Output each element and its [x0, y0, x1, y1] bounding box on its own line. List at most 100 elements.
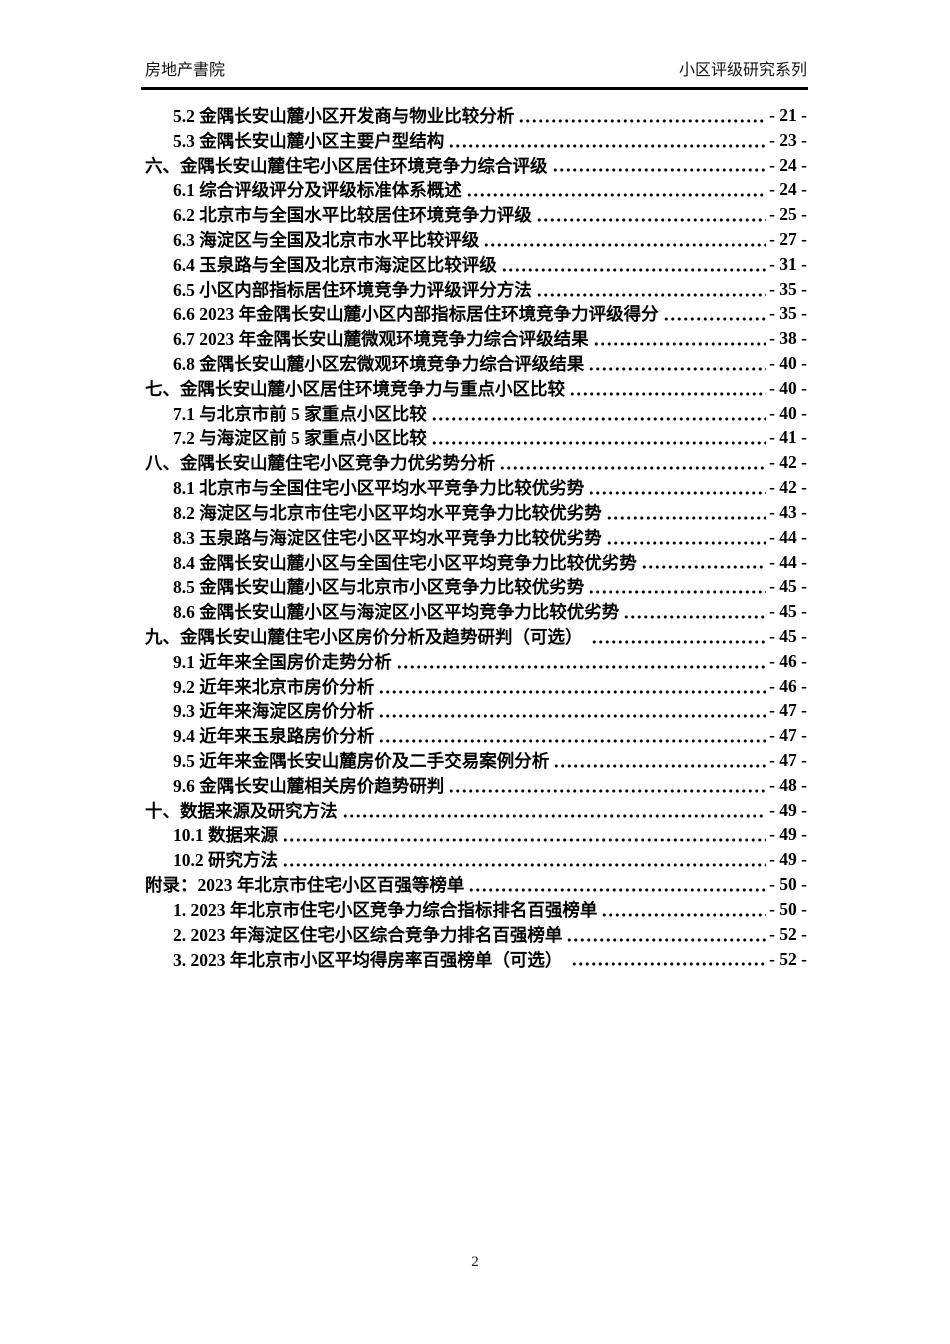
toc-entry[interactable]: 8.3 玉泉路与海淀区住宅小区平均水平竞争力比较优劣势 - 44 -	[145, 525, 807, 550]
toc-entry-label: 9.4 近年来玉泉路房价分析	[173, 726, 375, 747]
toc-dot-leader	[569, 391, 767, 396]
toc-dot-leader	[499, 466, 767, 471]
toc-entry[interactable]: 5.2 金隅长安山麓小区开发商与物业比较分析 - 21 -	[145, 103, 807, 128]
toc-entry[interactable]: 八、金隅长安山麓住宅小区竞争力优劣势分析 - 42 -	[145, 450, 807, 475]
toc-entry-label: 9.1 近年来全国房价走势分析	[173, 651, 392, 672]
header-rule	[141, 87, 808, 90]
toc-dot-leader	[341, 813, 767, 818]
toc-entry-label: 10.2 研究方法	[173, 850, 278, 871]
toc-entry-label: 9.3 近年来海淀区房价分析	[173, 701, 375, 722]
toc-entry-label: 七、金隅长安山麓小区居住环境竞争力与重点小区比较	[145, 378, 565, 399]
toc-entry[interactable]: 6.1 综合评级评分及评级标准体系概述 - 24 -	[145, 177, 807, 202]
toc-dot-leader	[535, 218, 767, 223]
toc-entry-page-number: - 46 -	[769, 675, 807, 696]
toc-entry-label: 7.1 与北京市前 5 家重点小区比较	[173, 403, 427, 424]
toc-entry-label: 5.2 金隅长安山麓小区开发商与物业比较分析	[173, 105, 515, 126]
toc-entry-page-number: - 52 -	[769, 948, 807, 969]
toc-entry[interactable]: 9.2 近年来北京市房价分析 - 46 -	[145, 674, 807, 699]
toc-entry[interactable]: 8.1 北京市与全国住宅小区平均水平竞争力比较优劣势 - 42 -	[145, 475, 807, 500]
toc-entry-label: 六、金隅长安山麓住宅小区居住环境竞争力综合评级	[145, 155, 548, 176]
toc-entry[interactable]: 8.2 海淀区与北京市住宅小区平均水平竞争力比较优劣势 - 43 -	[145, 500, 807, 525]
toc-entry-label: 8.1 北京市与全国住宅小区平均水平竞争力比较优劣势	[173, 478, 585, 499]
toc-entry[interactable]: 1. 2023 年北京市住宅小区竞争力综合指标排名百强榜单 - 50 -	[145, 897, 807, 922]
toc-entry-label: 6.2 北京市与全国水平比较居住环境竞争力评级	[173, 205, 532, 226]
toc-entry[interactable]: 附录：2023 年北京市住宅小区百强等榜单 - 50 -	[145, 872, 807, 897]
toc-dot-leader	[605, 515, 767, 520]
toc-dot-leader	[448, 788, 767, 793]
toc-entry-page-number: - 44 -	[769, 551, 807, 572]
toc-dot-leader	[590, 639, 767, 644]
toc-entry-page-number: - 47 -	[769, 750, 807, 771]
toc-entry-page-number: - 49 -	[769, 849, 807, 870]
toc-entry-label: 8.2 海淀区与北京市住宅小区平均水平竞争力比较优劣势	[173, 502, 602, 523]
toc-entry[interactable]: 十、数据来源及研究方法 - 49 -	[145, 798, 807, 823]
toc-entry[interactable]: 8.5 金隅长安山麓小区与北京市小区竞争力比较优劣势 - 45 -	[145, 574, 807, 599]
toc-entry[interactable]: 9.1 近年来全国房价走势分析 - 46 -	[145, 649, 807, 674]
toc-dot-leader	[465, 193, 767, 198]
toc-entry-page-number: - 40 -	[769, 402, 807, 423]
toc-dot-leader	[640, 565, 767, 570]
toc-entry-page-number: - 52 -	[769, 923, 807, 944]
toc-dot-leader	[662, 317, 767, 322]
toc-dot-leader	[395, 664, 767, 669]
toc-entry[interactable]: 9.4 近年来玉泉路房价分析 - 47 -	[145, 723, 807, 748]
toc-entry-page-number: - 49 -	[769, 799, 807, 820]
toc-dot-leader	[518, 118, 767, 123]
toc-dot-leader	[378, 739, 767, 744]
toc-dot-leader	[430, 416, 767, 421]
toc-dot-leader	[468, 888, 767, 892]
toc-dot-leader	[551, 168, 767, 173]
toc-entry[interactable]: 6.8 金隅长安山麓小区宏微观环境竞争力综合评级结果 - 40 -	[145, 351, 807, 376]
toc-entry[interactable]: 9.6 金隅长安山麓相关房价趋势研判 - 48 -	[145, 773, 807, 798]
toc-entry[interactable]: 9.3 近年来海淀区房价分析 - 47 -	[145, 699, 807, 724]
toc-entry-page-number: - 23 -	[769, 129, 807, 150]
toc-dot-leader	[566, 937, 767, 942]
toc-entry[interactable]: 10.1 数据来源 - 49 -	[145, 823, 807, 848]
toc-entry-page-number: - 45 -	[769, 576, 807, 597]
toc-entry[interactable]: 6.4 玉泉路与全国及北京市海淀区比较评级 - 31 -	[145, 252, 807, 277]
toc-entry[interactable]: 10.2 研究方法 - 49 -	[145, 847, 807, 872]
toc-entry[interactable]: 六、金隅长安山麓住宅小区居住环境竞争力综合评级 - 24 -	[145, 153, 807, 178]
toc-entry[interactable]: 2. 2023 年海淀区住宅小区综合竞争力排名百强榜单 - 52 -	[145, 922, 807, 947]
toc-entry-label: 9.5 近年来金隅长安山麓房价及二手交易案例分析	[173, 751, 550, 772]
toc-entry-page-number: - 42 -	[769, 477, 807, 498]
header-right-text: 小区评级研究系列	[678, 62, 807, 79]
toc-entry[interactable]: 6.5 小区内部指标居住环境竞争力评级评分方法 - 35 -	[145, 277, 807, 302]
footer-page-number: 2	[471, 1254, 479, 1270]
toc-entry[interactable]: 6.3 海淀区与全国及北京市水平比较评级 - 27 -	[145, 227, 807, 252]
toc-entry[interactable]: 七、金隅长安山麓小区居住环境竞争力与重点小区比较 - 40 -	[145, 376, 807, 401]
toc-entry-label: 8.4 金隅长安山麓小区与全国住宅小区平均竞争力比较优劣势	[173, 552, 637, 573]
toc-dot-leader	[588, 590, 767, 595]
toc-dot-leader	[535, 292, 767, 297]
toc-entry-page-number: - 27 -	[769, 228, 807, 249]
toc-entry[interactable]: 6.6 2023 年金隅长安山麓小区内部指标居住环境竞争力评级得分 - 35 -	[145, 302, 807, 327]
toc-entry[interactable]: 9.5 近年来金隅长安山麓房价及二手交易案例分析 - 47 -	[145, 748, 807, 773]
toc-entry-page-number: - 35 -	[769, 278, 807, 299]
toc-dot-leader	[605, 540, 767, 545]
toc-entry-label: 9.6 金隅长安山麓相关房价趋势研判	[173, 775, 445, 796]
toc-entry-page-number: - 40 -	[769, 353, 807, 374]
toc-entry[interactable]: 6.2 北京市与全国水平比较居住环境竞争力评级 - 25 -	[145, 202, 807, 227]
toc-entry[interactable]: 8.6 金隅长安山麓小区与海淀区小区平均竞争力比较优劣势 - 45 -	[145, 599, 807, 624]
toc-dot-leader	[592, 342, 767, 347]
toc-dot-leader	[570, 962, 767, 967]
toc-entry-page-number: - 24 -	[769, 179, 807, 200]
toc-dot-leader	[588, 366, 767, 371]
toc-entry[interactable]: 6.7 2023 年金隅长安山麓微观环境竞争力综合评级结果 - 38 -	[145, 326, 807, 351]
toc-entry[interactable]: 8.4 金隅长安山麓小区与全国住宅小区平均竞争力比较优劣势 - 44 -	[145, 550, 807, 575]
toc-entry[interactable]: 九、金隅长安山麓住宅小区房价分析及趋势研判（可选） - 45 -	[145, 624, 807, 649]
toc-entry-label: 6.5 小区内部指标居住环境竞争力评级评分方法	[173, 279, 532, 300]
toc-entry[interactable]: 3. 2023 年北京市小区平均得房率百强榜单（可选） - 52 -	[145, 947, 807, 972]
header-left-text: 房地产書院	[145, 62, 226, 79]
toc-entry[interactable]: 5.3 金隅长安山麓小区主要户型结构 - 23 -	[145, 128, 807, 153]
page-header: 房地产書院 小区评级研究系列	[145, 60, 807, 82]
toc-entry-label: 八、金隅长安山麓住宅小区竞争力优劣势分析	[145, 453, 495, 474]
toc-entry-label: 九、金隅长安山麓住宅小区房价分析及趋势研判（可选）	[145, 626, 587, 647]
toc-entry[interactable]: 7.1 与北京市前 5 家重点小区比较 - 40 -	[145, 401, 807, 426]
toc-entry-page-number: - 48 -	[769, 774, 807, 795]
toc-entry-page-number: - 21 -	[769, 104, 807, 125]
page-footer: 2	[0, 1254, 950, 1271]
toc-entry[interactable]: 7.2 与海淀区前 5 家重点小区比较 - 41 -	[145, 426, 807, 451]
toc-dot-leader	[500, 267, 767, 272]
